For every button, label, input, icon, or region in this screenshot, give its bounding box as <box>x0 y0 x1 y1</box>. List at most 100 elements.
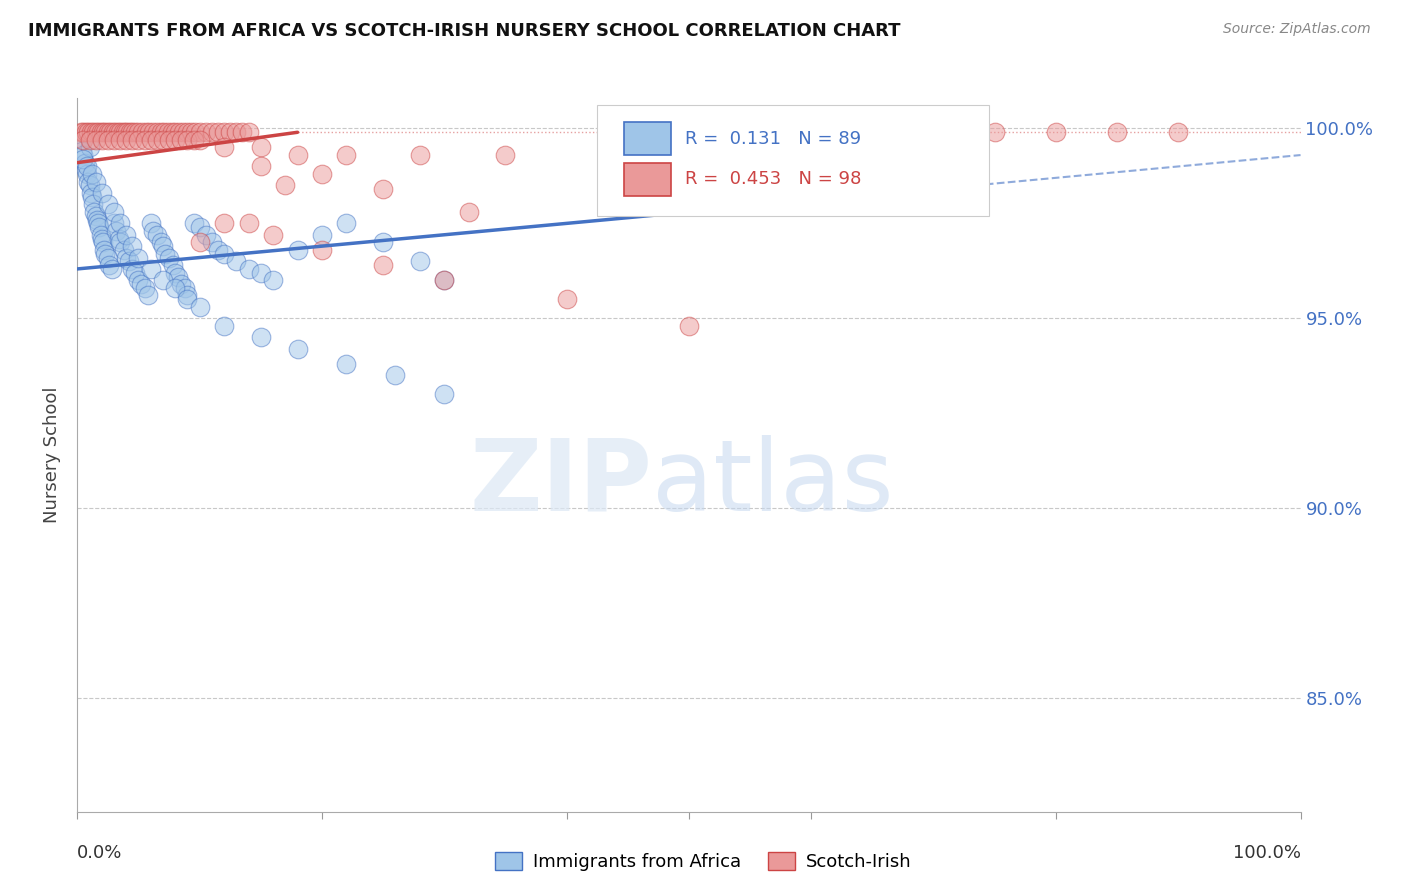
Point <box>157 133 180 147</box>
Point <box>134 281 156 295</box>
Point <box>176 293 198 307</box>
Point <box>75 163 97 178</box>
Point <box>136 288 159 302</box>
Point <box>740 125 762 139</box>
Point <box>409 254 432 268</box>
Point <box>91 235 114 250</box>
Point <box>72 133 94 147</box>
Point <box>678 125 700 139</box>
Point <box>70 145 93 159</box>
Point <box>104 125 127 139</box>
Text: atlas: atlas <box>652 435 894 532</box>
Point <box>72 148 94 162</box>
Point <box>108 231 131 245</box>
Point <box>84 209 107 223</box>
Point <box>167 125 190 139</box>
Point <box>89 220 111 235</box>
Point <box>433 273 456 287</box>
Point <box>72 125 94 139</box>
Point <box>335 216 357 230</box>
Point <box>76 167 98 181</box>
Point <box>1045 125 1067 139</box>
FancyBboxPatch shape <box>624 122 671 155</box>
Point <box>107 125 129 139</box>
Point <box>131 125 153 139</box>
Point <box>83 205 105 219</box>
Point <box>176 288 198 302</box>
Point <box>287 243 309 257</box>
Point <box>165 281 187 295</box>
Text: R =  0.453   N = 98: R = 0.453 N = 98 <box>685 170 862 188</box>
Point <box>80 186 103 200</box>
Point <box>212 246 235 260</box>
FancyBboxPatch shape <box>598 105 988 216</box>
Point <box>149 235 172 250</box>
Point <box>238 216 260 230</box>
Point <box>90 231 112 245</box>
Point <box>231 125 253 139</box>
Point <box>111 125 134 139</box>
Point <box>121 133 143 147</box>
Point <box>90 227 112 242</box>
Point <box>138 125 160 139</box>
Point <box>188 220 211 235</box>
Text: IMMIGRANTS FROM AFRICA VS SCOTCH-IRISH NURSERY SCHOOL CORRELATION CHART: IMMIGRANTS FROM AFRICA VS SCOTCH-IRISH N… <box>28 22 901 40</box>
Point <box>146 227 169 242</box>
Point <box>225 125 247 139</box>
Point <box>139 133 162 147</box>
Point <box>149 125 172 139</box>
Point <box>79 178 101 193</box>
Point <box>183 133 205 147</box>
Point <box>162 258 184 272</box>
Point <box>134 133 156 147</box>
Point <box>105 224 128 238</box>
Point <box>184 125 207 139</box>
Point <box>97 197 120 211</box>
Point <box>165 266 187 280</box>
Text: 0.0%: 0.0% <box>77 844 122 862</box>
Point <box>108 216 131 230</box>
Point <box>97 125 120 139</box>
Point <box>250 140 273 154</box>
Point <box>800 125 823 139</box>
FancyBboxPatch shape <box>624 163 671 196</box>
Text: R =  0.131   N = 89: R = 0.131 N = 89 <box>685 130 862 148</box>
Point <box>311 167 333 181</box>
Point <box>1167 125 1189 139</box>
Point <box>152 239 174 253</box>
Point <box>128 125 150 139</box>
Point <box>194 125 217 139</box>
Point <box>371 258 394 272</box>
Point <box>82 125 104 139</box>
Point <box>166 269 188 284</box>
Point <box>118 254 141 268</box>
Point <box>188 235 211 250</box>
Point <box>115 227 138 242</box>
Point <box>77 125 100 139</box>
Point <box>176 125 198 139</box>
Point <box>97 251 120 265</box>
Point <box>87 125 110 139</box>
Point <box>409 148 432 162</box>
Point <box>139 216 162 230</box>
Point <box>165 125 187 139</box>
Point <box>100 261 122 276</box>
Point <box>108 235 131 250</box>
Text: ZIP: ZIP <box>470 435 652 532</box>
Point <box>80 125 103 139</box>
Point <box>72 152 94 166</box>
Point <box>103 205 125 219</box>
Point <box>678 318 700 333</box>
Point <box>457 205 479 219</box>
Point <box>79 140 101 154</box>
Point <box>1107 125 1129 139</box>
Point <box>188 300 211 314</box>
Point <box>108 133 131 147</box>
Point <box>101 125 124 139</box>
Point <box>80 167 103 181</box>
Point <box>225 254 247 268</box>
Point <box>172 125 194 139</box>
Point <box>115 251 138 265</box>
Point <box>128 133 150 147</box>
Point <box>79 133 101 147</box>
